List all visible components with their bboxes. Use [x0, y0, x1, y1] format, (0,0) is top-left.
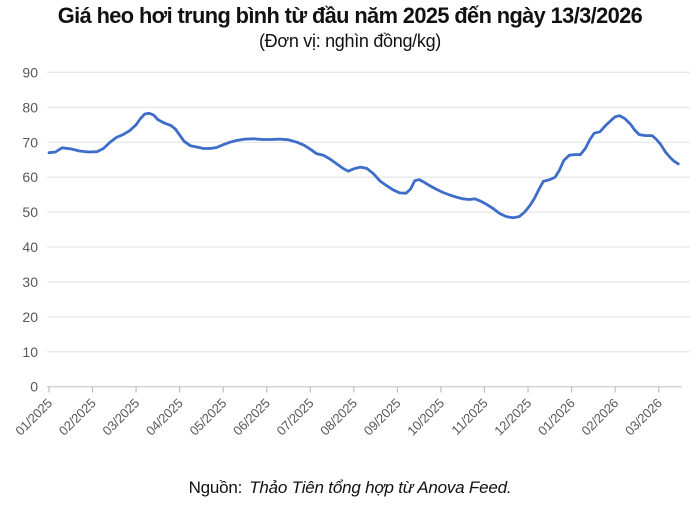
x-tick-label-02/2026: 02/2026 [578, 396, 621, 439]
x-tick-label-04/2025: 04/2025 [143, 396, 186, 439]
source-prefix: Nguồn: [188, 478, 243, 497]
x-tick-label-10/2025: 10/2025 [404, 396, 447, 439]
source-text: Thảo Tiên tổng hợp từ Anova Feed. [249, 478, 512, 497]
x-tick-label-05/2025: 05/2025 [186, 396, 229, 439]
x-tick-label-01/2026: 01/2026 [535, 396, 578, 439]
price-series-line [47, 111, 680, 220]
y-tick-label-20: 20 [22, 309, 38, 325]
x-tick-label-03/2026: 03/2026 [622, 396, 665, 439]
x-tick-label-08/2025: 08/2025 [317, 396, 360, 439]
y-tick-label-30: 30 [22, 274, 38, 290]
y-tick-label-50: 50 [22, 204, 38, 220]
y-tick-label-90: 90 [22, 64, 38, 80]
x-tick-label-12/2025: 12/2025 [491, 396, 534, 439]
x-tick-label-07/2025: 07/2025 [274, 396, 317, 439]
source-line: Nguồn: Thảo Tiên tổng hợp từ Anova Feed. [0, 478, 700, 498]
y-tick-label-80: 80 [22, 99, 38, 115]
x-tick-label-11/2025: 11/2025 [448, 396, 490, 438]
chart-title: Giá heo hơi trung bình từ đầu năm 2025 đ… [57, 3, 643, 28]
x-tick-label-06/2025: 06/2025 [230, 396, 273, 439]
x-tick-label-03/2025: 03/2025 [99, 396, 142, 439]
x-tick-label-09/2025: 09/2025 [361, 396, 404, 439]
y-tick-label-10: 10 [22, 344, 38, 360]
chart-subtitle: (Đơn vị: nghìn đồng/kg) [258, 31, 441, 51]
y-tick-label-40: 40 [22, 239, 38, 255]
x-tick-label-02/2025: 02/2025 [56, 396, 99, 439]
y-tick-label-60: 60 [22, 169, 38, 185]
y-tick-label-0: 0 [30, 379, 38, 395]
price-line-chart: 0 10 20 30 40 50 60 70 80 90 01/2025 02/2025 03/2025… [12, 64, 690, 439]
x-tick-label-01/2025: 01/2025 [12, 396, 55, 439]
y-tick-label-70: 70 [22, 134, 38, 150]
